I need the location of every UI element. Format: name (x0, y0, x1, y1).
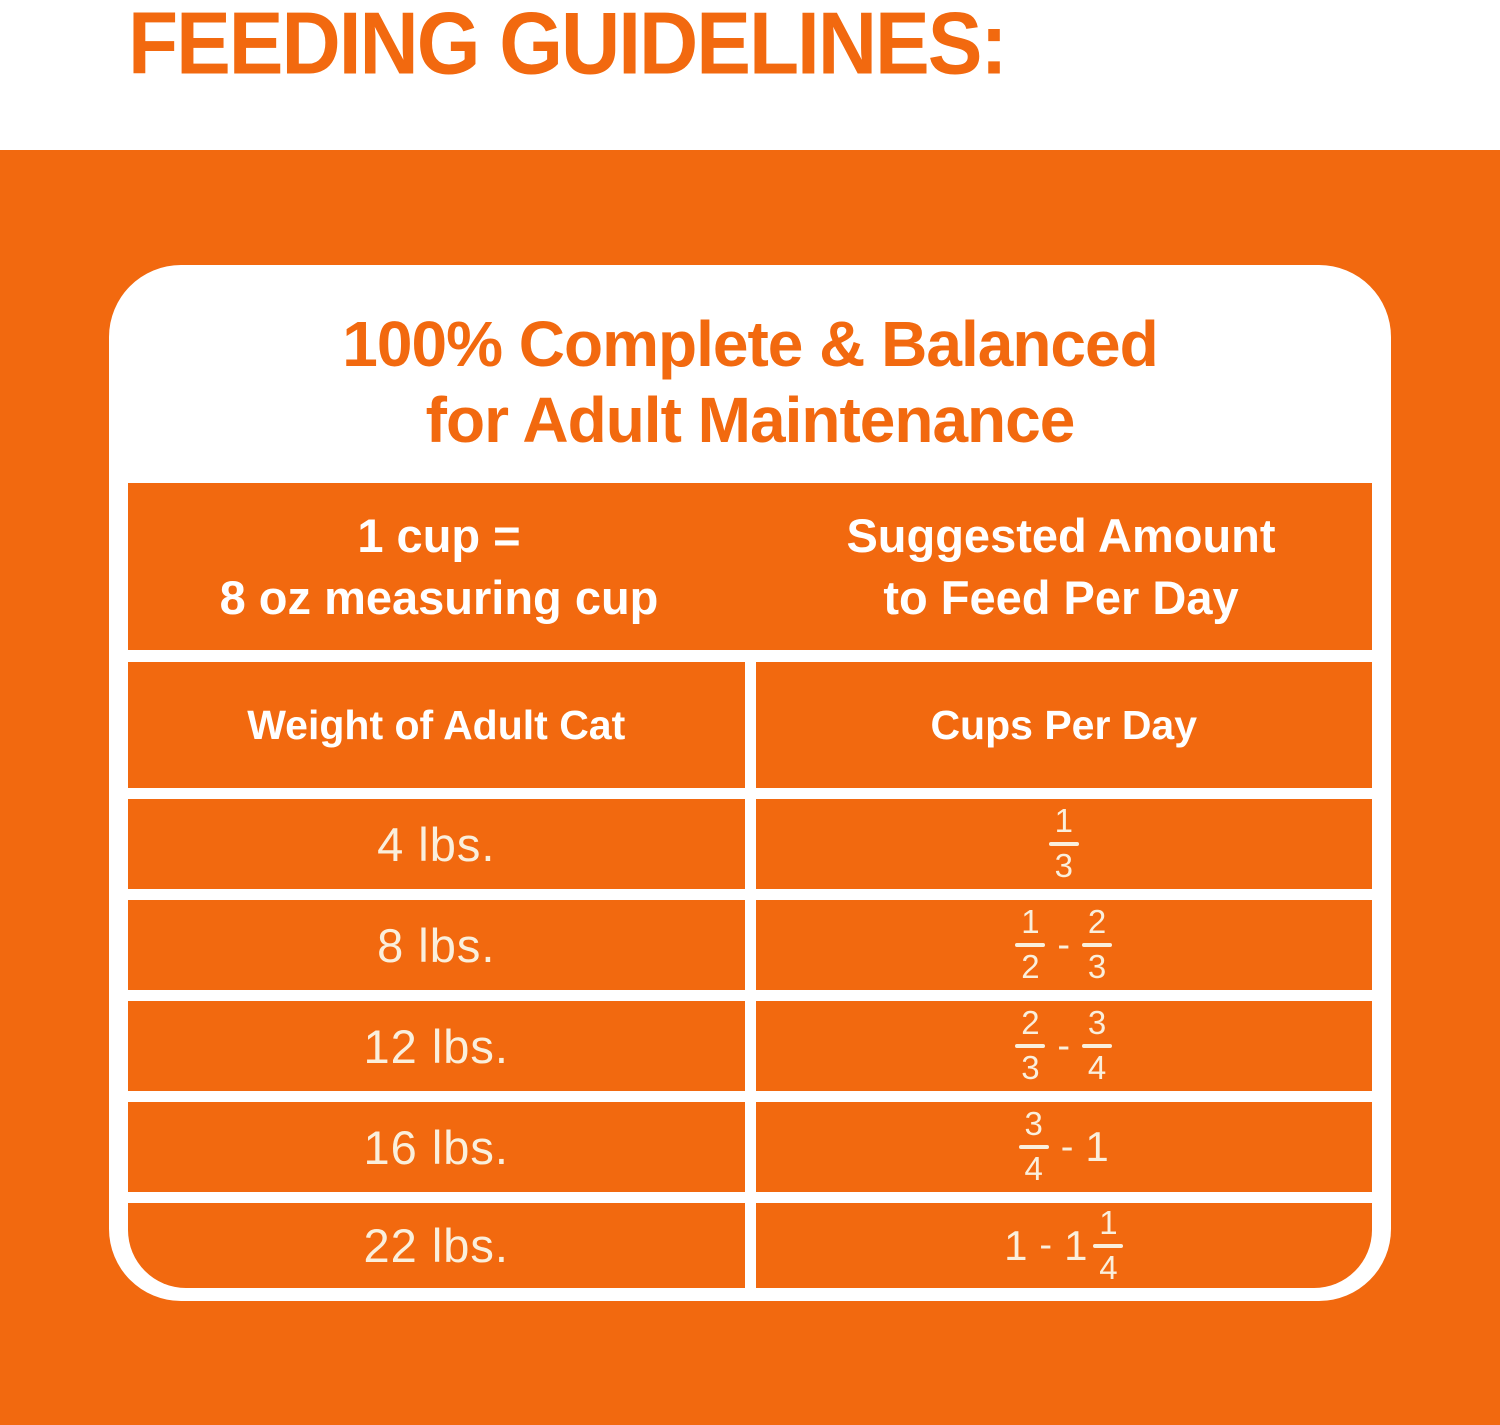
range-dash: - (1057, 923, 1071, 966)
table-header-band: 1 cup = 8 oz measuring cup Suggested Amo… (128, 483, 1372, 650)
band-left: 1 cup = 8 oz measuring cup (128, 483, 750, 650)
top-strip: FEEDING GUIDELINES: (0, 0, 1500, 150)
band-left-line1: 1 cup = (357, 509, 521, 563)
range-dash: - (1039, 1224, 1053, 1266)
range-dash: - (1057, 1024, 1071, 1067)
fraction-bar (1018, 1145, 1049, 1149)
fraction-bar (1048, 842, 1079, 846)
whole-number: 1 (1004, 1221, 1028, 1269)
band-right-line1: Suggested Amount (846, 509, 1276, 563)
whole-number: 1 (1085, 1123, 1109, 1170)
weight-cell: 4 lbs. (128, 799, 745, 889)
column-header-weight: Weight of Adult Cat (128, 662, 745, 788)
fraction-bar (1093, 1243, 1124, 1248)
band-right-line2: to Feed Per Day (883, 570, 1239, 624)
band-right: Suggested Amount to Feed Per Day (750, 483, 1372, 650)
card-heading: 100% Complete & Balanced for Adult Maint… (109, 307, 1391, 458)
fraction-bar (1015, 943, 1046, 947)
whole-number: 1 (1064, 1221, 1088, 1269)
weight-cell: 16 lbs. (128, 1102, 745, 1192)
page-title: FEEDING GUIDELINES: (128, 0, 1008, 93)
weight-cell: 8 lbs. (128, 900, 745, 990)
card-heading-line1: 100% Complete & Balanced (342, 308, 1158, 380)
column-header-cups: Cups Per Day (755, 662, 1372, 788)
band-left-line2: 8 oz measuring cup (219, 570, 659, 624)
weight-cell: 22 lbs. (128, 1203, 745, 1288)
fraction-bar (1082, 943, 1113, 947)
orange-background: 100% Complete & Balanced for Adult Maint… (0, 150, 1500, 1425)
fraction-bar (1015, 1044, 1046, 1048)
guidelines-card: 100% Complete & Balanced for Adult Maint… (109, 265, 1391, 1301)
fraction-bar (1082, 1044, 1113, 1048)
feeding-table: Weight of Adult Cat Cups Per Day 4 lbs. 1… (128, 662, 1372, 1288)
weight-cell: 12 lbs. (128, 1001, 745, 1091)
card-heading-line2: for Adult Maintenance (425, 383, 1076, 456)
range-dash: - (1060, 1125, 1074, 1168)
